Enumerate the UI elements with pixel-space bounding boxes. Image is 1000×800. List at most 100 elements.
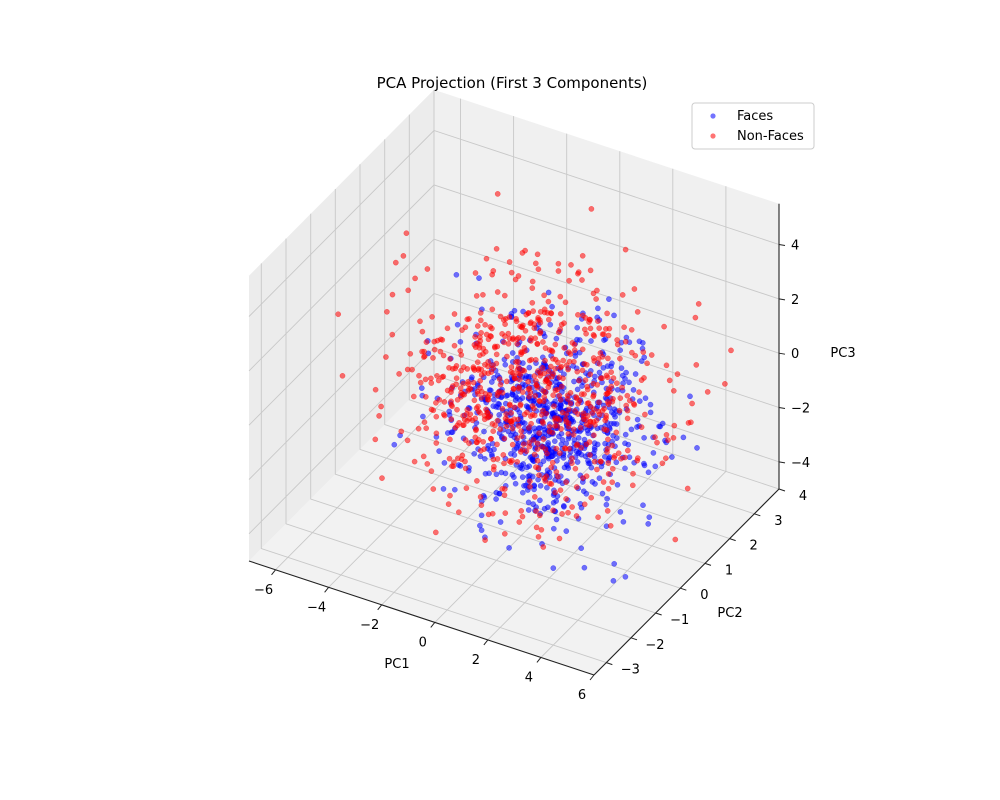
data-point: [428, 375, 434, 382]
data-point: [537, 482, 544, 489]
data-point: [692, 314, 699, 321]
chart-title: PCA Projection (First 3 Components): [377, 74, 648, 92]
data-point: [564, 396, 571, 402]
y-axis-line: [593, 488, 780, 676]
data-point: [403, 230, 410, 237]
data-point: [566, 358, 573, 365]
data-point: [587, 325, 594, 332]
data-point: [465, 387, 472, 394]
data-point: [541, 394, 548, 400]
data-point: [487, 447, 493, 454]
data-point: [539, 444, 546, 450]
data-point: [440, 411, 447, 418]
data-point: [428, 406, 435, 413]
z-tick-mark: [778, 407, 786, 410]
data-point: [453, 375, 460, 382]
data-point: [642, 411, 648, 418]
data-point: [546, 428, 553, 435]
data-point: [536, 512, 543, 519]
data-point: [417, 318, 423, 325]
data-point: [514, 340, 520, 347]
data-point: [494, 191, 501, 197]
data-point: [622, 431, 629, 438]
data-point: [591, 458, 598, 465]
data-point: [659, 420, 666, 427]
data-point: [536, 430, 542, 436]
data-point: [455, 509, 462, 516]
data-point: [411, 458, 418, 465]
data-point: [613, 459, 620, 466]
data-point: [581, 564, 588, 571]
data-point: [605, 460, 612, 466]
data-point: [526, 439, 533, 446]
data-point: [557, 487, 564, 494]
y-tick-mark: [729, 538, 736, 542]
data-point: [526, 425, 532, 431]
data-point: [416, 372, 422, 379]
data-point: [581, 501, 588, 508]
data-point: [541, 505, 548, 512]
data-point: [527, 389, 534, 396]
data-point: [585, 457, 591, 464]
data-point: [567, 400, 574, 407]
data-point: [621, 324, 627, 331]
data-point: [510, 385, 517, 392]
data-point: [433, 440, 440, 446]
data-point: [520, 441, 527, 448]
data-point: [512, 480, 519, 487]
data-point: [499, 389, 506, 396]
data-point: [501, 530, 508, 537]
data-point: [515, 273, 522, 279]
data-point: [550, 525, 557, 532]
data-point: [529, 278, 536, 285]
data-point: [552, 415, 558, 421]
data-point: [389, 291, 396, 298]
data-point: [535, 425, 542, 431]
data-point: [565, 430, 572, 437]
data-point: [573, 513, 580, 519]
data-point: [474, 323, 481, 329]
data-point: [689, 400, 695, 407]
data-point: [587, 403, 594, 410]
data-point: [638, 424, 645, 430]
data-point: [537, 398, 543, 405]
data-point: [555, 329, 562, 336]
data-point: [441, 460, 448, 466]
data-point: [537, 317, 543, 323]
data-point: [540, 436, 547, 442]
data-point: [410, 393, 417, 400]
data-point: [580, 413, 587, 420]
data-point: [501, 486, 508, 492]
data-point: [540, 407, 546, 414]
data-point: [600, 479, 607, 485]
data-point: [569, 455, 575, 462]
data-point: [648, 352, 655, 358]
data-point: [534, 446, 541, 452]
data-point: [490, 268, 497, 274]
data-point: [622, 246, 629, 253]
data-point: [454, 406, 460, 413]
x-tick-mark: [483, 639, 489, 646]
data-point: [440, 486, 447, 492]
y-tick-mark: [606, 662, 613, 666]
data-point: [496, 412, 503, 418]
data-point: [550, 507, 556, 514]
data-point: [455, 462, 462, 468]
data-point: [613, 429, 620, 436]
data-point: [636, 398, 643, 404]
data-point: [501, 292, 508, 299]
data-point: [545, 440, 551, 446]
data-point: [515, 385, 522, 392]
data-point: [501, 492, 508, 498]
data-point: [560, 503, 567, 509]
data-point: [520, 335, 526, 341]
data-point: [558, 426, 564, 432]
data-point: [624, 392, 631, 399]
data-point: [517, 323, 524, 330]
data-point: [433, 430, 440, 437]
data-point: [542, 357, 548, 364]
data-point: [639, 340, 646, 346]
y-tick-label: −3: [621, 663, 640, 678]
data-point: [555, 268, 562, 274]
data-point: [587, 452, 593, 458]
